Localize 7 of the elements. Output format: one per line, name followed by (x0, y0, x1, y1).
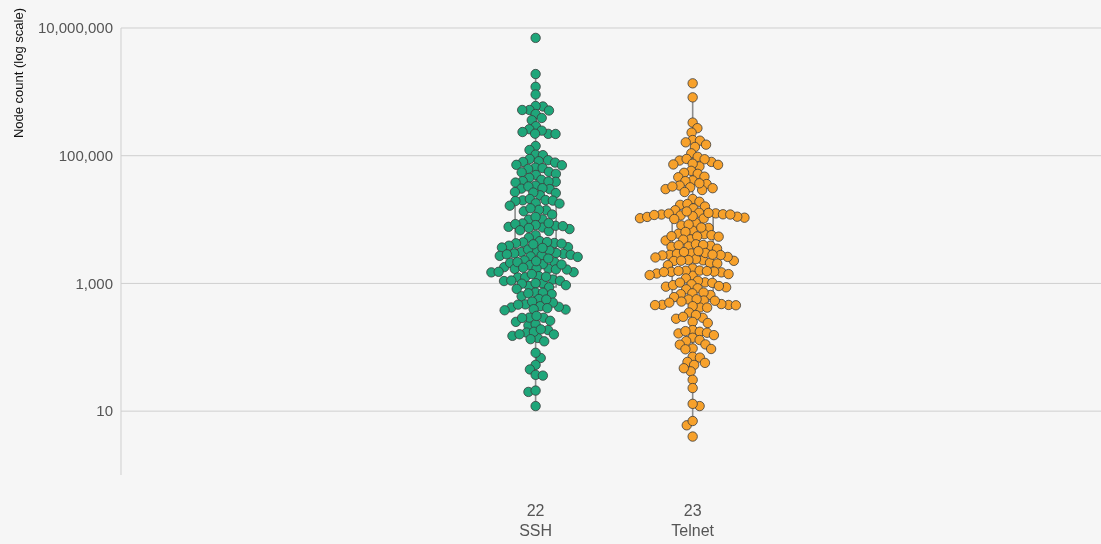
y-tick-label: 100,000 (58, 147, 113, 165)
x-tick-label: 22 SSH (519, 502, 553, 539)
y-axis-title: Node count (log scale) (11, 8, 26, 139)
x-tick-label: 23 Telnet (671, 502, 715, 539)
y-tick-label: 1,000 (75, 274, 113, 292)
y-tick-label: 10 (96, 402, 113, 420)
y-tick-label: 10,000,000 (37, 19, 113, 37)
